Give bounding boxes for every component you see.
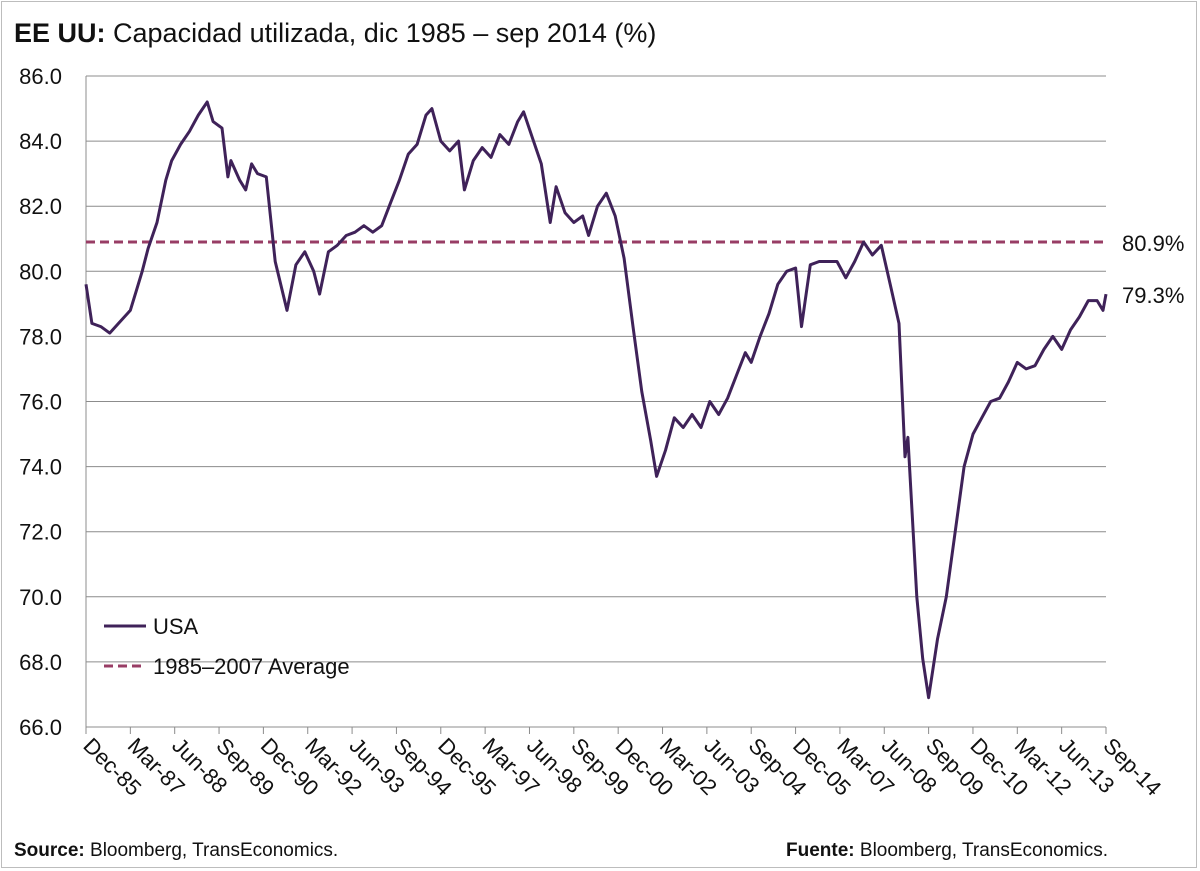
- grid-lines: [86, 75, 1106, 728]
- y-tick-label: 86.0: [19, 64, 62, 89]
- x-axis: Dec-85Mar-87Jun-88Sep-89Dec-90Mar-92Jun-…: [78, 726, 1166, 801]
- y-tick-label: 76.0: [19, 390, 62, 415]
- y-tick-label: 78.0: [19, 324, 62, 349]
- y-tick-label: 80.0: [19, 259, 62, 284]
- legend-label-usa: USA: [153, 614, 199, 639]
- fuente-text: Bloomberg, TransEconomics.: [859, 840, 1109, 861]
- source-label: Source:: [14, 840, 85, 861]
- y-axis: 66.0 68.0 70.0 72.0 74.0 76.0 78.0 80.0 82.0 84.0…: [19, 64, 87, 740]
- y-tick-label: 74.0: [19, 455, 62, 480]
- chart-title: EE UU: Capacidad utilizada, dic 1985 – s…: [14, 18, 656, 49]
- y-tick-label: 84.0: [19, 129, 62, 154]
- y-tick-label: 70.0: [19, 585, 62, 610]
- y-tick-label: 82.0: [19, 194, 62, 219]
- source-note: Source: Bloomberg, TransEconomics.: [14, 840, 338, 862]
- y-tick-label: 66.0: [19, 715, 62, 740]
- chart-title-text: Capacidad utilizada, dic 1985 – sep 2014…: [113, 18, 657, 48]
- legend-label-average: 1985–2007 Average: [153, 654, 350, 679]
- usa-line: [84, 100, 1108, 700]
- fuente-note: Fuente: Bloomberg, TransEconomics.: [786, 840, 1108, 862]
- legend: USA 1985–2007 Average: [104, 614, 350, 679]
- y-tick-label: 72.0: [19, 520, 62, 545]
- value-annotation: 79.3%: [1122, 283, 1184, 308]
- y-tick-label: 68.0: [19, 650, 62, 675]
- value-annotation: 80.9%: [1122, 231, 1184, 256]
- fuente-label: Fuente:: [786, 840, 855, 861]
- chart-title-bold: EE UU:: [14, 18, 106, 48]
- annotations: 80.9% 79.3%: [1122, 231, 1184, 308]
- source-text: Bloomberg, TransEconomics.: [90, 840, 339, 861]
- usa-series: [84, 100, 1108, 700]
